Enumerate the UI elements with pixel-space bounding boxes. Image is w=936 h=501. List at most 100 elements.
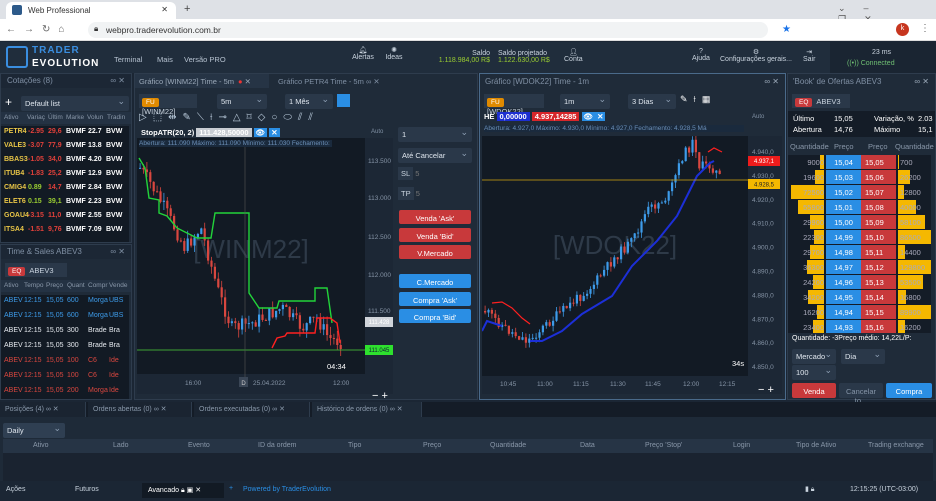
browser-tab[interactable]: Web Professional ✕ [6, 2, 176, 19]
workspace-tab-active[interactable]: Avancado 🔒︎ ▣ ✕ [142, 483, 224, 498]
buy-bid-button[interactable]: Compra 'Bid' [399, 309, 471, 323]
sell-ask-button[interactable]: Venda 'Ask' [399, 210, 471, 224]
close-icon[interactable]: ∞ ✕ [914, 77, 929, 86]
ask-price[interactable]: 15,07 [861, 185, 896, 199]
auto-scale-toggle[interactable]: Auto [371, 129, 384, 135]
ask-price[interactable]: 15,06 [861, 170, 896, 184]
ask-price[interactable]: 15,08 [861, 200, 896, 214]
menu-mais[interactable]: Mais [157, 55, 173, 64]
bid-price[interactable]: 14,99 [826, 230, 861, 244]
lock-icons[interactable]: ▮ 🔒︎ [805, 486, 815, 493]
quote-row[interactable]: ITUB4 -1.83 25,2 BVMF 12.9 BVW [4, 170, 123, 177]
winm22-chart[interactable]: [WINM22] 113.500 113.000 112.500 112.000 111.… [137, 138, 393, 394]
ask-price[interactable]: 15,05 [861, 155, 896, 169]
bid-price[interactable]: 14,94 [826, 305, 861, 319]
powered-by-link[interactable]: Powered by TraderEvolution [243, 486, 331, 493]
bottom-tab[interactable]: Posições (4) ∞ ✕ [0, 402, 86, 417]
stop-loss-field[interactable]: SL 5 [398, 167, 419, 180]
order-type-select[interactable]: Mercado [792, 349, 836, 364]
buy-button[interactable]: Compra [886, 383, 932, 398]
close-icon[interactable]: ∞ ✕ [110, 247, 125, 256]
drawing-toolbar[interactable]: ▷⬚⇹✎⟍⟊⊸△⌑◇○⬭⫽⫽ [139, 112, 319, 123]
close-icon[interactable]: ∞ ✕ [764, 77, 779, 86]
buy-market-button[interactable]: C.Mercado [399, 274, 471, 288]
interval-select[interactable]: 5m [217, 94, 267, 109]
take-profit-field[interactable]: TP 5 [398, 187, 420, 200]
account-button[interactable]: 👤︎ Conta [564, 49, 583, 63]
sell-button[interactable]: Venda [792, 383, 836, 398]
sell-bid-button[interactable]: Venda 'Bid' [399, 228, 471, 242]
ask-price[interactable]: 15,15 [861, 305, 896, 319]
quantity-input[interactable]: 1 [398, 127, 472, 142]
ask-price[interactable]: 15,13 [861, 275, 896, 289]
nav-buttons[interactable]: ←→↻⌂ [6, 24, 73, 35]
range-select[interactable]: 1 Mês [285, 94, 333, 109]
ask-price[interactable]: 15,11 [861, 245, 896, 259]
list-select[interactable]: Default list [21, 96, 129, 111]
bid-price[interactable]: 15,03 [826, 170, 861, 184]
quote-row[interactable]: PETR4 -2.95 29,6 BVMF 22.7 BVW [4, 128, 123, 135]
url-input[interactable]: webpro.traderevolution.com.br 🔒︎ [88, 22, 768, 38]
tab-winm22[interactable]: Gráfico [WINM22] Time - 5m ● ✕ [135, 74, 269, 88]
validity-select[interactable]: Até Cancelar [398, 148, 472, 163]
tif-select[interactable]: Dia [841, 349, 885, 364]
book-ladder[interactable]: 9000 15,04 15,05 700 19600 15,03 15,06 2… [788, 155, 931, 333]
bookmark-star-icon[interactable]: ★ [782, 24, 791, 35]
tab-petr4[interactable]: Gráfico PETR4 Time - 5m ∞ ✕ [278, 77, 380, 86]
ideas-button[interactable]: ✺ Ideas [383, 46, 405, 61]
alerts-button[interactable]: 🔔︎ Alertas [352, 47, 374, 61]
draw-tool-icon[interactable] [337, 94, 350, 107]
symbol-selector[interactable]: EQ ABEV3 [792, 94, 850, 108]
quote-row[interactable]: GOAU4 -3.15 11,0 BVMF 2.55 BVW [4, 212, 123, 219]
menu-versao-pro[interactable]: Versão PRO [184, 55, 226, 64]
chart-tools[interactable]: ✎⟊▦ [680, 94, 717, 104]
browser-menu-icon[interactable]: ⋮ [920, 23, 930, 34]
symbol-selector[interactable]: FU[WDOK22] [484, 94, 544, 116]
bid-price[interactable]: 14,95 [826, 290, 861, 304]
ask-price[interactable]: 15,10 [861, 230, 896, 244]
bid-price[interactable]: 14,93 [826, 320, 861, 333]
ask-price[interactable]: 15,14 [861, 290, 896, 304]
ask-price[interactable]: 15,12 [861, 260, 896, 274]
quote-row[interactable]: ITSA4 -1.51 9,76 BVMF 7.09 BVW [4, 226, 123, 233]
range-select[interactable]: 3 Dias [628, 94, 676, 109]
bottom-tab[interactable]: Histórico de ordens (0) ∞ ✕ [312, 402, 422, 417]
bid-price[interactable]: 14,96 [826, 275, 861, 289]
buy-ask-button[interactable]: Compra 'Ask' [399, 292, 471, 306]
bid-price[interactable]: 15,01 [826, 200, 861, 214]
profile-avatar[interactable]: k [896, 23, 909, 36]
period-select[interactable]: Daily [3, 423, 65, 438]
ask-price[interactable]: 15,09 [861, 215, 896, 229]
bid-price[interactable]: 14,97 [826, 260, 861, 274]
workspace-tab[interactable]: Ações [6, 486, 26, 493]
settings-button[interactable]: ⚙︎ Configurações gerais... [720, 49, 792, 63]
cancel-all-button[interactable]: Cancelar to... [839, 383, 883, 405]
logout-button[interactable]: ⇥ Sair [803, 49, 816, 63]
bid-price[interactable]: 14,98 [826, 245, 861, 259]
add-workspace-icon[interactable]: + [229, 485, 234, 492]
symbol-selector[interactable]: EQ ABEV3 [5, 263, 67, 277]
bid-price[interactable]: 15,04 [826, 155, 861, 169]
auto-scale-toggle[interactable]: Auto [752, 114, 765, 120]
quantity-stepper[interactable]: 100 [792, 365, 836, 380]
bid-price[interactable]: 15,00 [826, 215, 861, 229]
quote-row[interactable]: ELET6 0.15 39,1 BVMF 2.23 BVW [4, 198, 123, 205]
wdok22-chart[interactable]: [WDOK22] 4.940,0 4.930,0 4.920,0 4.910,0 4.90… [482, 136, 782, 394]
help-button[interactable]: ? Ajuda [692, 48, 710, 62]
add-icon[interactable]: + [5, 95, 13, 109]
menu-terminal[interactable]: Terminal [114, 55, 143, 64]
bottom-tab[interactable]: Ordens abertas (0) ∞ ✕ [88, 402, 192, 417]
symbol-selector[interactable]: FU[WINM22] [139, 94, 197, 116]
workspace-tab[interactable]: Futuros [75, 486, 99, 493]
zoom-controls[interactable]: − + [758, 384, 774, 396]
quote-row[interactable]: BBAS3 -1.05 34,0 BVMF 4.20 BVW [4, 156, 123, 163]
interval-select[interactable]: 1m [560, 94, 610, 109]
sell-market-button[interactable]: V.Mercado [399, 245, 471, 259]
bottom-tab[interactable]: Ordens executadas (0) ∞ ✕ [194, 402, 310, 417]
new-tab-icon[interactable]: + [184, 3, 191, 15]
quote-row[interactable]: VALE3 -3.07 77,9 BVMF 13.8 BVW [4, 142, 123, 149]
bid-price[interactable]: 15,02 [826, 185, 861, 199]
zoom-controls[interactable]: − + [372, 390, 388, 402]
close-tab-icon[interactable]: ✕ [161, 5, 168, 14]
ask-price[interactable]: 15,16 [861, 320, 896, 333]
